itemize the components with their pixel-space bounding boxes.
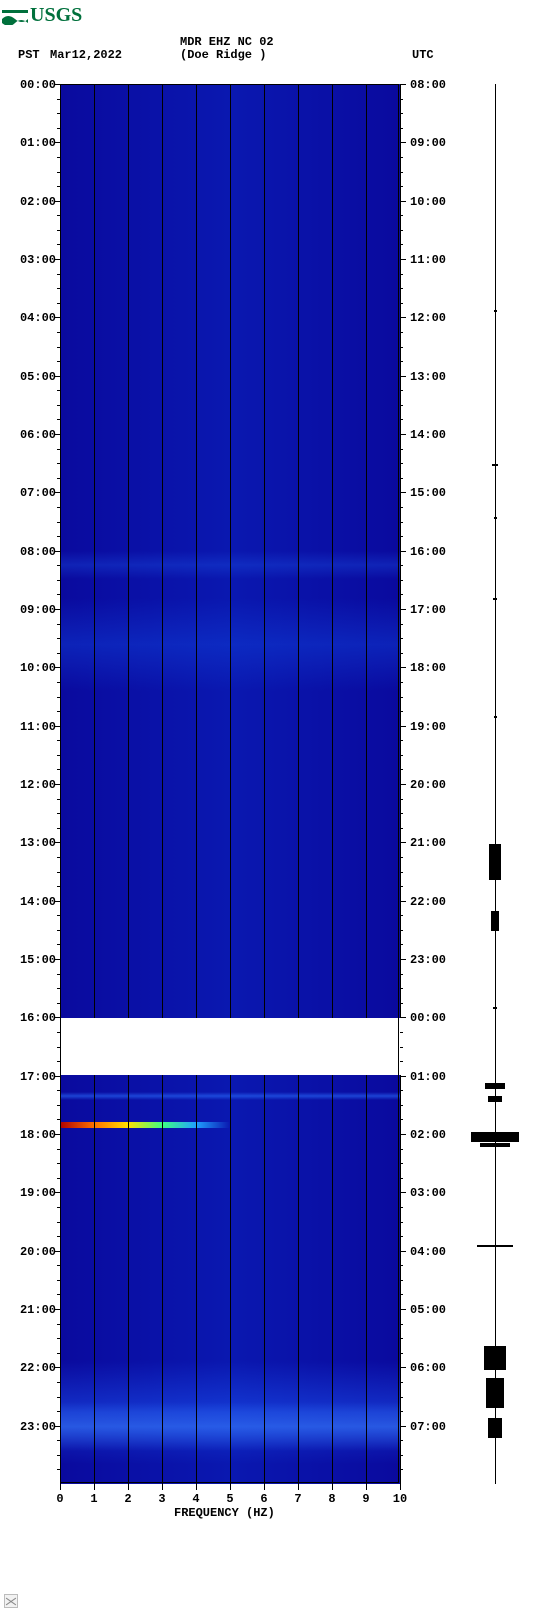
- y-tick-right: 13:00: [410, 370, 446, 384]
- y-tick-right: 05:00: [410, 1303, 446, 1317]
- y-tick-right: 09:00: [410, 136, 446, 150]
- y-tick-left: 04:00: [12, 311, 56, 325]
- page: USGS PST Mar12,2022 MDR EHZ NC 02 (Doe R…: [0, 0, 552, 1613]
- y-tick-left: 23:00: [12, 1420, 56, 1434]
- x-tick-label: 8: [328, 1492, 335, 1506]
- trace-spike: [494, 310, 497, 312]
- y-tick-left: 13:00: [12, 836, 56, 850]
- y-tick-right: 11:00: [410, 253, 446, 267]
- trace-spike: [493, 598, 497, 600]
- y-tick-left: 07:00: [12, 486, 56, 500]
- y-tick-left: 14:00: [12, 895, 56, 909]
- x-tick-label: 5: [226, 1492, 233, 1506]
- trace-spike: [477, 1245, 513, 1247]
- y-tick-right: 06:00: [410, 1361, 446, 1375]
- y-tick-right: 15:00: [410, 486, 446, 500]
- y-tick-left: 10:00: [12, 661, 56, 675]
- x-axis-label: FREQUENCY (HZ): [174, 1506, 275, 1520]
- trace-spike: [485, 1083, 505, 1089]
- y-tick-left: 05:00: [12, 370, 56, 384]
- station-name: (Doe Ridge ): [180, 48, 266, 62]
- usgs-logo: USGS: [2, 4, 82, 27]
- y-tick-left: 00:00: [12, 78, 56, 92]
- y-tick-left: 22:00: [12, 1361, 56, 1375]
- x-tick-label: 6: [260, 1492, 267, 1506]
- trace-spike: [486, 1378, 504, 1408]
- trace-spike: [493, 1007, 497, 1009]
- trace-spike: [471, 1132, 519, 1142]
- x-tick-label: 0: [56, 1492, 63, 1506]
- wave-icon: [2, 7, 28, 25]
- x-tick-label: 4: [192, 1492, 199, 1506]
- y-tick-left: 15:00: [12, 953, 56, 967]
- spectrogram-plot: [60, 84, 400, 1484]
- y-tick-right: 19:00: [410, 720, 446, 734]
- y-tick-right: 21:00: [410, 836, 446, 850]
- y-tick-left: 16:00: [12, 1011, 56, 1025]
- y-tick-left: 11:00: [12, 720, 56, 734]
- y-tick-left: 12:00: [12, 778, 56, 792]
- y-tick-right: 22:00: [410, 895, 446, 909]
- y-tick-right: 20:00: [410, 778, 446, 792]
- timezone-left-label: PST: [18, 48, 40, 62]
- broken-image-icon: [4, 1594, 18, 1608]
- y-tick-right: 12:00: [410, 311, 446, 325]
- x-tick-label: 10: [393, 1492, 407, 1506]
- y-tick-left: 03:00: [12, 253, 56, 267]
- y-tick-right: 10:00: [410, 195, 446, 209]
- y-tick-left: 06:00: [12, 428, 56, 442]
- y-tick-left: 20:00: [12, 1245, 56, 1259]
- y-tick-right: 08:00: [410, 78, 446, 92]
- x-tick-label: 2: [124, 1492, 131, 1506]
- trace-spike: [494, 517, 497, 519]
- trace-spike: [488, 1096, 502, 1102]
- trace-spike: [488, 1418, 502, 1438]
- x-tick-label: 3: [158, 1492, 165, 1506]
- x-tick-label: 7: [294, 1492, 301, 1506]
- y-tick-right: 16:00: [410, 545, 446, 559]
- y-tick-right: 02:00: [410, 1128, 446, 1142]
- trace-spike: [489, 844, 501, 880]
- x-tick-label: 9: [362, 1492, 369, 1506]
- y-tick-left: 02:00: [12, 195, 56, 209]
- y-tick-right: 00:00: [410, 1011, 446, 1025]
- trace-baseline: [495, 84, 496, 1484]
- y-tick-right: 03:00: [410, 1186, 446, 1200]
- y-tick-right: 14:00: [410, 428, 446, 442]
- y-tick-right: 01:00: [410, 1070, 446, 1084]
- trace-spike: [484, 1346, 506, 1370]
- timezone-right-label: UTC: [412, 48, 434, 62]
- y-tick-right: 17:00: [410, 603, 446, 617]
- trace-spike: [480, 1143, 510, 1147]
- y-tick-left: 08:00: [12, 545, 56, 559]
- usgs-logo-text: USGS: [30, 4, 82, 27]
- y-tick-left: 01:00: [12, 136, 56, 150]
- y-tick-left: 09:00: [12, 603, 56, 617]
- y-tick-right: 18:00: [410, 661, 446, 675]
- y-tick-right: 07:00: [410, 1420, 446, 1434]
- x-tick-label: 1: [90, 1492, 97, 1506]
- station-code: MDR EHZ NC 02: [180, 35, 274, 49]
- amplitude-trace: [470, 84, 520, 1484]
- trace-spike: [492, 464, 498, 466]
- date-label: Mar12,2022: [50, 48, 122, 62]
- y-tick-right: 04:00: [410, 1245, 446, 1259]
- y-tick-left: 21:00: [12, 1303, 56, 1317]
- y-tick-left: 19:00: [12, 1186, 56, 1200]
- y-tick-right: 23:00: [410, 953, 446, 967]
- y-tick-left: 18:00: [12, 1128, 56, 1142]
- trace-spike: [494, 716, 497, 718]
- y-tick-left: 17:00: [12, 1070, 56, 1084]
- trace-spike: [491, 911, 499, 931]
